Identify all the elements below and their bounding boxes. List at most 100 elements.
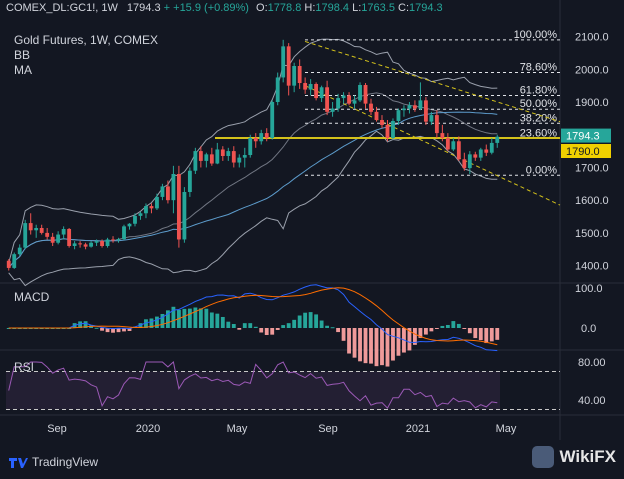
x-tick-label: May (227, 423, 248, 435)
wikifx-label: WikiFX (559, 447, 616, 466)
macd-histogram-bar (116, 328, 121, 333)
candle-body (6, 260, 11, 268)
macd-histogram-bar (396, 328, 401, 356)
x-tick-label: May (496, 423, 517, 435)
macd-histogram-bar (171, 306, 176, 328)
macd-histogram-bar (144, 319, 148, 328)
candle-body (182, 192, 187, 240)
price-tick-label: 2100.0 (575, 32, 609, 44)
macd-histogram-bar (292, 319, 297, 328)
macd-histogram-bar (182, 308, 187, 328)
macd-histogram-bar (495, 328, 500, 340)
macd-histogram-bar (407, 328, 412, 351)
candle-body (45, 232, 50, 237)
candle-body (434, 115, 439, 134)
macd-label[interactable]: MACD (14, 290, 50, 304)
candle-body (83, 244, 88, 247)
macd-histogram-bar (445, 324, 450, 328)
candle-body (259, 133, 264, 142)
fib-level-label: 23.60% (520, 127, 558, 139)
macd-histogram-bar (204, 308, 209, 328)
macd-histogram-bar (369, 328, 373, 364)
bb-upper-band (8, 38, 498, 264)
macd-histogram-bar (220, 316, 225, 328)
candle-body (391, 120, 395, 138)
candle-body (176, 174, 181, 240)
bb-indicator-label[interactable]: BB (14, 48, 31, 62)
price-tick-label: 1600.0 (575, 195, 609, 207)
candle-body (264, 133, 269, 138)
low-value: 1763.5 (361, 2, 395, 14)
tradingview-logo[interactable]: TradingView (8, 455, 98, 469)
ma-indicator-label[interactable]: MA (14, 63, 32, 77)
macd-histogram-bar (423, 328, 428, 335)
candle-body (489, 142, 494, 153)
candle-body (478, 149, 483, 158)
symbol-header: COMEX_DL:GC1!, 1W 1794.3 + +15.9 (+0.89%… (6, 2, 443, 14)
candle-body (473, 154, 478, 158)
candle-body (451, 141, 456, 150)
macd-histogram-bar (122, 328, 126, 332)
macd-histogram-bar (418, 328, 423, 338)
candle-body (198, 151, 203, 161)
candle-body (270, 102, 275, 138)
macd-histogram-bar (451, 321, 456, 328)
macd-histogram-bar (209, 312, 214, 328)
candle-body (89, 242, 93, 247)
macd-histogram-bar (303, 312, 308, 328)
candle-body (413, 105, 417, 109)
candle-body (319, 87, 324, 99)
macd-histogram-bar (248, 323, 253, 328)
candle-body (325, 87, 330, 112)
macd-signal-line (8, 287, 498, 346)
candle-body (380, 120, 384, 125)
candle-body (456, 141, 461, 160)
candle-body (204, 154, 209, 161)
candle-body (281, 46, 286, 78)
candle-body (467, 154, 472, 169)
macd-histogram-bar (341, 328, 346, 341)
close-label: C: (398, 2, 410, 14)
price-tick-label: 1700.0 (575, 162, 609, 174)
x-tick-label: Sep (318, 423, 338, 435)
macd-histogram-bar (264, 328, 269, 335)
macd-tick-label: 0.0 (581, 323, 596, 335)
candle-body (369, 103, 373, 112)
candle-body (94, 241, 99, 243)
macd-histogram-bar (286, 323, 291, 328)
candle-body (237, 157, 242, 163)
candle-body (39, 228, 44, 233)
candle-body (303, 83, 308, 90)
candle-body (133, 215, 137, 224)
fib-level-label: 78.60% (520, 62, 558, 74)
macd-histogram-bar (429, 328, 434, 332)
fib-level-label: 61.80% (520, 84, 558, 96)
candle-body (226, 151, 231, 156)
macd-histogram-bar (297, 315, 302, 328)
macd-histogram-bar (391, 328, 395, 361)
candle-body (358, 84, 362, 101)
high-value: 1798.4 (315, 2, 350, 14)
candle-body (297, 66, 302, 84)
rsi-band (6, 371, 500, 410)
macd-histogram-bar (231, 324, 236, 328)
candle-body (374, 111, 379, 120)
wikifx-icon (532, 446, 555, 468)
tradingview-label: TradingView (32, 455, 99, 469)
rsi-label[interactable]: RSI (14, 360, 35, 374)
price-change: +15.9 (+0.89%) (173, 2, 249, 14)
candle-body (242, 155, 247, 158)
candle-body (292, 66, 297, 86)
bb-lower-band (8, 130, 498, 287)
macd-histogram-bar (413, 328, 417, 345)
candle-body (12, 254, 17, 268)
macd-histogram-bar (83, 321, 88, 328)
macd-histogram-bar (330, 327, 335, 329)
moving-average-line (8, 111, 498, 269)
candle-body (193, 151, 198, 171)
candle-body (429, 115, 434, 122)
symbol-label[interactable]: COMEX_DL:GC1!, 1W (6, 2, 118, 14)
level-price-tag-label: 1790.0 (566, 146, 600, 158)
macd-histogram-bar (270, 328, 275, 335)
